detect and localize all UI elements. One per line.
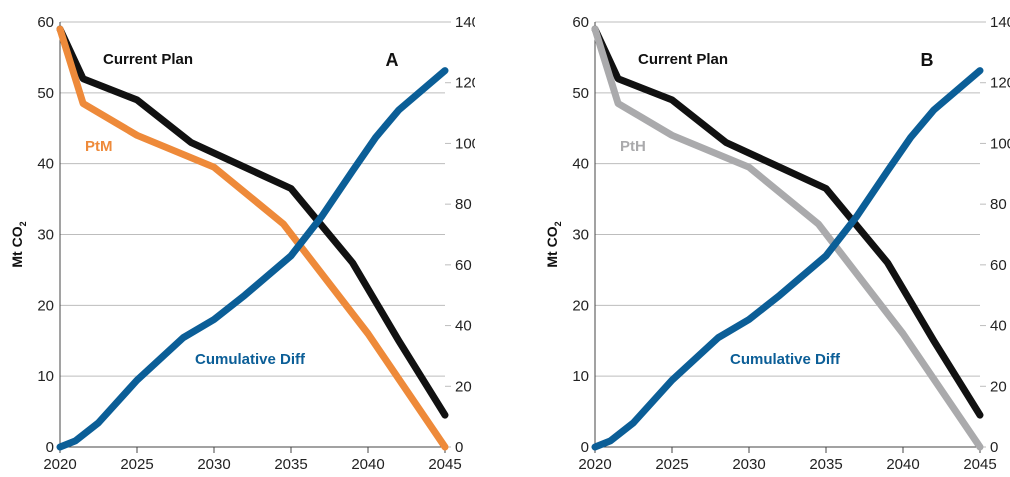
y-right-tick-label: 100 <box>990 135 1010 152</box>
series-line-current-plan <box>56 25 449 419</box>
x-tick-label: 2030 <box>197 456 230 473</box>
panel-letter: B <box>921 50 934 70</box>
series-label-current-plan: Current Plan <box>638 51 728 68</box>
y-right-tick-label: 20 <box>990 378 1007 395</box>
x-tick-label: 2040 <box>351 456 384 473</box>
y-left-tick-label: 0 <box>46 439 54 456</box>
y-right-tick-label: 20 <box>455 378 472 395</box>
y-right-tick-label: 40 <box>455 318 472 335</box>
y-left-tick-label: 10 <box>572 368 589 385</box>
y-left-tick-label: 50 <box>37 85 54 102</box>
series-line-current-plan <box>591 25 984 419</box>
y-right-tick-label: 100 <box>455 135 475 152</box>
x-tick-label: 2035 <box>809 456 842 473</box>
series-line-cumulative-diff <box>591 67 984 451</box>
y-left-tick-label: 60 <box>37 14 54 31</box>
y-left-tick-label: 50 <box>572 85 589 102</box>
x-tick-label: 2025 <box>120 456 153 473</box>
y-right-tick-label: 40 <box>990 318 1007 335</box>
series-label-current-plan: Current Plan <box>103 51 193 68</box>
x-tick-label: 2045 <box>428 456 461 473</box>
series-label-ptm: PtM <box>85 138 113 155</box>
axis-labels: 0102030405060020406080100120140202020252… <box>9 14 475 473</box>
series-lines <box>591 25 984 451</box>
series-label-pth: PtH <box>620 138 646 155</box>
x-tick-label: 2035 <box>274 456 307 473</box>
x-tick-label: 2045 <box>963 456 996 473</box>
y-left-tick-label: 10 <box>37 368 54 385</box>
y-left-axis-title: Mt CO2 <box>544 221 563 267</box>
grid-lines <box>59 21 451 453</box>
y-right-tick-label: 60 <box>990 257 1007 274</box>
y-right-tick-label: 60 <box>455 257 472 274</box>
series-label-cumulative-diff: Cumulative Diff <box>730 351 841 368</box>
series-label-cumulative-diff: Cumulative Diff <box>195 351 306 368</box>
y-right-tick-label: 120 <box>455 75 475 92</box>
x-tick-label: 2040 <box>886 456 919 473</box>
series-line-cumulative-diff <box>56 67 449 451</box>
series-line-ptm <box>56 25 449 451</box>
y-left-tick-label: 30 <box>572 227 589 244</box>
series-line-pth <box>591 25 984 451</box>
y-left-tick-label: 30 <box>37 227 54 244</box>
y-left-tick-label: 40 <box>37 156 54 173</box>
y-left-tick-label: 0 <box>581 439 589 456</box>
chart-panel-b: 0102030405060020406080100120140202020252… <box>544 14 1010 473</box>
y-right-tick-label: 0 <box>455 439 463 456</box>
panel-letter: A <box>386 50 399 70</box>
y-right-tick-label: 80 <box>990 196 1007 213</box>
x-tick-label: 2030 <box>732 456 765 473</box>
x-tick-label: 2020 <box>578 456 611 473</box>
y-left-tick-label: 60 <box>572 14 589 31</box>
y-right-tick-label: 120 <box>990 75 1010 92</box>
y-left-tick-label: 40 <box>572 156 589 173</box>
grid-lines <box>594 21 986 453</box>
y-right-tick-label: 140 <box>990 14 1010 31</box>
y-left-tick-label: 20 <box>37 297 54 314</box>
chart-panel-a: 0102030405060020406080100120140202020252… <box>9 14 475 473</box>
y-right-tick-label: 140 <box>455 14 475 31</box>
axis-labels: 0102030405060020406080100120140202020252… <box>544 14 1010 473</box>
y-right-tick-label: 80 <box>455 196 472 213</box>
y-right-tick-label: 0 <box>990 439 998 456</box>
series-lines <box>56 25 449 451</box>
y-left-axis-title: Mt CO2 <box>9 221 28 267</box>
x-tick-label: 2020 <box>43 456 76 473</box>
x-tick-label: 2025 <box>655 456 688 473</box>
y-left-tick-label: 20 <box>572 297 589 314</box>
